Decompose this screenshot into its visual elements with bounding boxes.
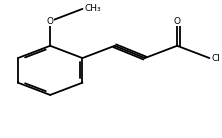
Text: CH₃: CH₃ — [85, 4, 101, 13]
Text: O: O — [174, 17, 181, 26]
Text: Cl: Cl — [212, 54, 220, 63]
Text: O: O — [47, 17, 54, 26]
